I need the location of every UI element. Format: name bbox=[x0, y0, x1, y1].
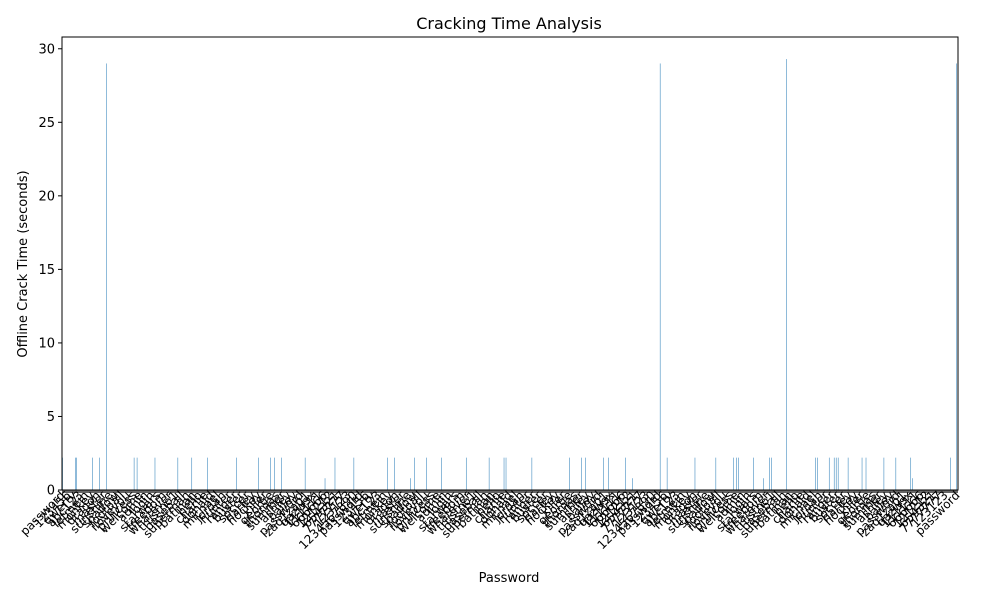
bar bbox=[334, 457, 336, 490]
bar bbox=[154, 457, 156, 490]
bar bbox=[581, 457, 582, 490]
bar bbox=[847, 457, 849, 490]
bar bbox=[106, 63, 107, 490]
bar bbox=[912, 478, 913, 490]
bar bbox=[694, 457, 696, 490]
bar bbox=[738, 457, 739, 490]
y-tick-label: 5 bbox=[47, 410, 55, 425]
bar bbox=[207, 457, 208, 490]
bar bbox=[733, 457, 734, 490]
bar bbox=[910, 457, 912, 490]
bar bbox=[92, 457, 93, 490]
bar bbox=[659, 63, 661, 490]
bar bbox=[426, 457, 427, 490]
bar bbox=[569, 457, 570, 490]
bar bbox=[258, 457, 259, 490]
bar bbox=[281, 457, 282, 490]
bar bbox=[236, 457, 237, 490]
bar bbox=[324, 478, 326, 490]
y-tick-label: 20 bbox=[38, 189, 55, 204]
bar bbox=[585, 457, 586, 490]
bar bbox=[191, 457, 193, 490]
bar bbox=[895, 457, 897, 490]
y-tick-label: 0 bbox=[47, 484, 55, 499]
bar bbox=[304, 457, 306, 490]
bar bbox=[815, 457, 816, 490]
bar bbox=[99, 457, 100, 490]
bar bbox=[771, 457, 772, 490]
bar bbox=[465, 457, 467, 490]
axes-frame bbox=[61, 36, 959, 491]
chart-title: Cracking Time Analysis bbox=[416, 14, 602, 33]
bar bbox=[956, 63, 957, 490]
bar bbox=[763, 478, 764, 490]
bar bbox=[505, 457, 507, 490]
bar bbox=[883, 457, 885, 490]
bar bbox=[274, 457, 275, 490]
bar bbox=[503, 457, 505, 490]
bar bbox=[608, 457, 609, 490]
bar bbox=[715, 457, 717, 490]
y-tick-label: 10 bbox=[38, 336, 55, 351]
bar bbox=[270, 457, 271, 490]
bar bbox=[753, 457, 754, 490]
bar bbox=[414, 457, 415, 490]
bar bbox=[75, 457, 76, 490]
y-axis-label: Offline Crack Time (seconds) bbox=[16, 170, 31, 357]
bar bbox=[786, 59, 787, 491]
bar bbox=[835, 457, 837, 490]
bar bbox=[865, 457, 867, 490]
bar bbox=[133, 457, 135, 490]
bar bbox=[736, 457, 737, 490]
bar bbox=[531, 457, 533, 490]
bar bbox=[769, 457, 770, 490]
bar bbox=[177, 457, 179, 490]
bar bbox=[410, 478, 411, 490]
bar bbox=[950, 457, 951, 490]
y-tick-label: 15 bbox=[38, 263, 55, 278]
bar bbox=[441, 457, 442, 490]
y-tick-label: 25 bbox=[38, 116, 55, 131]
bar bbox=[136, 457, 138, 490]
x-axis-label: Password bbox=[479, 571, 540, 586]
bar bbox=[353, 457, 355, 490]
bar bbox=[817, 457, 818, 490]
bar bbox=[837, 457, 839, 490]
y-axis: 0 5 10 15 20 25 30 bbox=[38, 42, 62, 499]
bar bbox=[828, 457, 830, 490]
bar bbox=[603, 457, 604, 490]
bar bbox=[833, 457, 835, 490]
bar bbox=[488, 457, 490, 490]
bar bbox=[387, 457, 388, 490]
bar bbox=[625, 457, 626, 490]
bar bbox=[632, 478, 633, 490]
bar bbox=[76, 457, 77, 490]
bar bbox=[394, 457, 395, 490]
y-tick-label: 30 bbox=[38, 42, 55, 57]
bar bbox=[861, 457, 863, 490]
bar bbox=[666, 457, 668, 490]
